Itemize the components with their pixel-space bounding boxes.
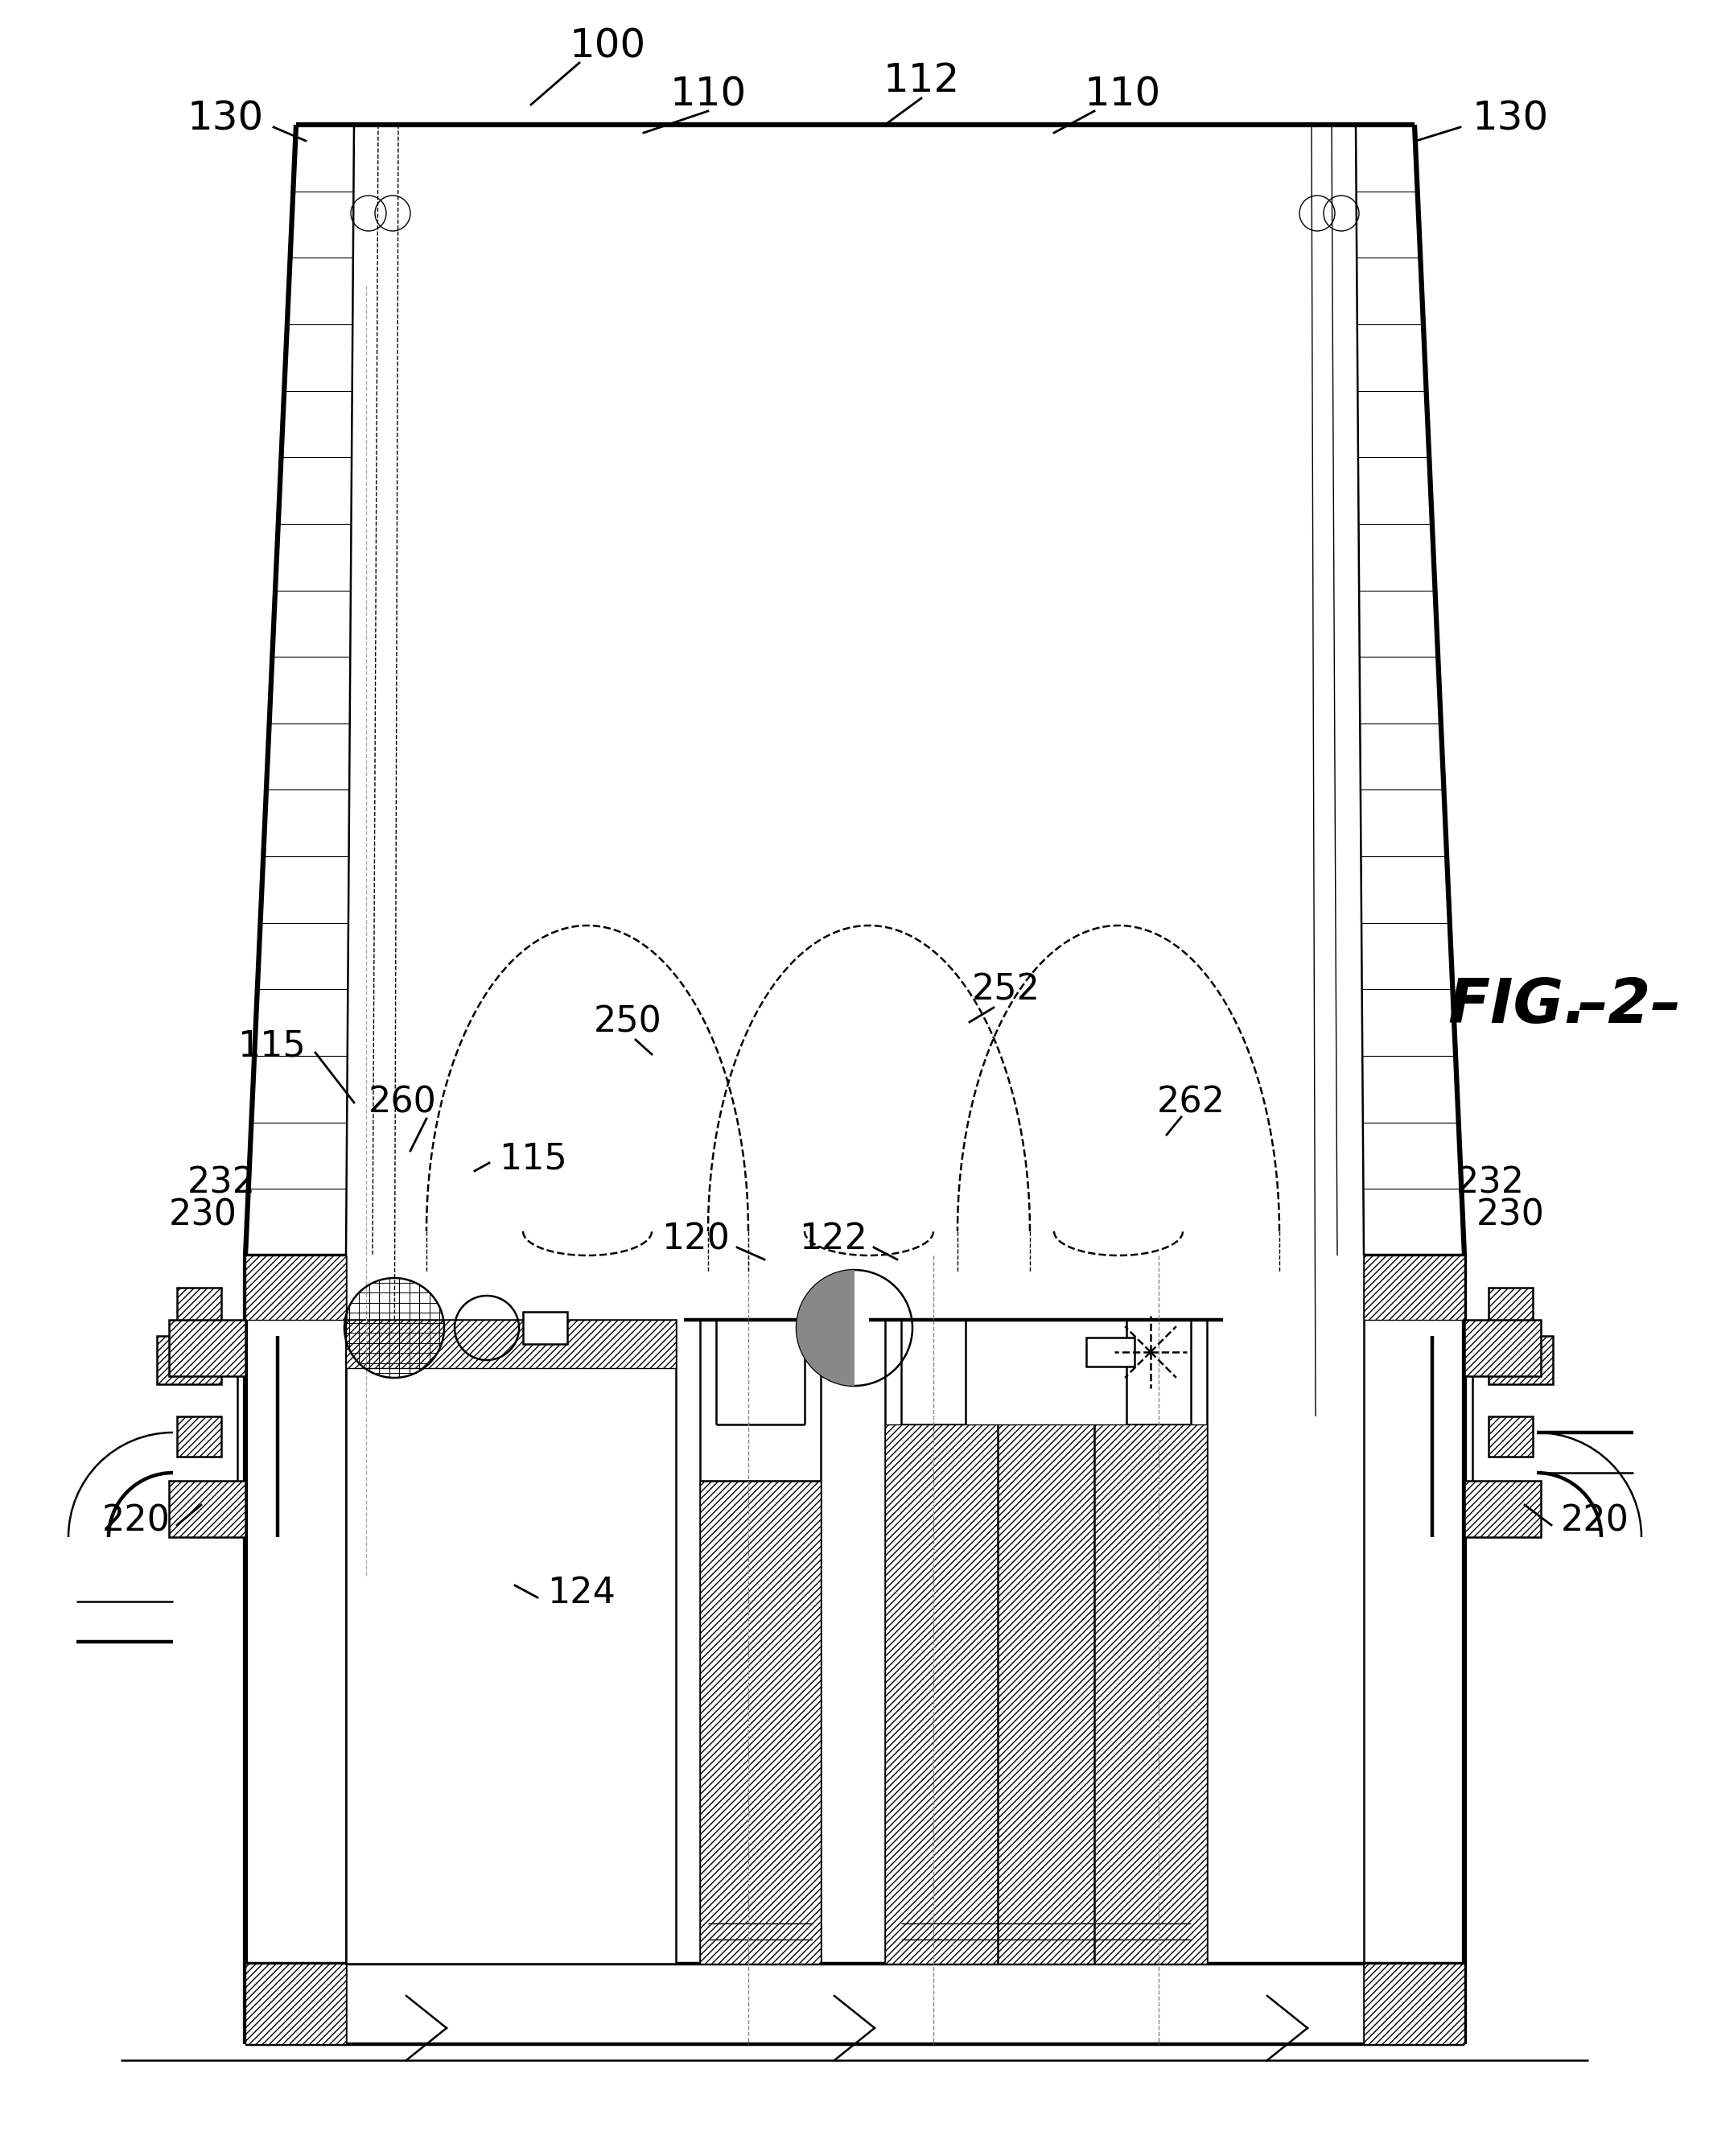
Bar — [345, 1319, 675, 1964]
Bar — [1489, 1416, 1533, 1457]
Bar — [1364, 1964, 1465, 2044]
Text: 112: 112 — [884, 60, 959, 99]
Bar — [246, 1964, 345, 2044]
Bar — [246, 1255, 345, 1319]
Bar — [1364, 1255, 1465, 1319]
Bar — [1465, 1481, 1542, 1537]
Text: 230: 230 — [1477, 1199, 1545, 1233]
Bar — [1087, 1337, 1135, 1367]
Bar — [523, 1311, 567, 1343]
Bar — [1489, 1287, 1533, 1337]
Text: 130: 130 — [1473, 99, 1548, 138]
Text: 220: 220 — [1560, 1503, 1629, 1539]
Bar — [345, 1319, 675, 1369]
Text: 120: 120 — [661, 1222, 730, 1257]
Text: 250: 250 — [593, 1005, 661, 1039]
Bar — [701, 1481, 820, 1964]
Text: 232: 232 — [188, 1166, 256, 1201]
Bar — [178, 1416, 220, 1457]
Text: 110: 110 — [670, 75, 747, 114]
Text: 100: 100 — [569, 28, 646, 67]
Bar — [1489, 1337, 1553, 1384]
Polygon shape — [796, 1270, 854, 1386]
Bar — [178, 1287, 220, 1337]
Bar — [169, 1481, 246, 1537]
Text: 115: 115 — [499, 1141, 567, 1177]
Text: 232: 232 — [1456, 1166, 1524, 1201]
Text: FIG.: FIG. — [1448, 977, 1608, 1035]
Text: 260: 260 — [367, 1084, 436, 1119]
Bar — [885, 1425, 1207, 1964]
Text: 122: 122 — [800, 1222, 868, 1257]
Bar — [157, 1337, 220, 1384]
Text: 230: 230 — [169, 1199, 238, 1233]
Text: 252: 252 — [972, 972, 1041, 1007]
Text: 115: 115 — [238, 1028, 306, 1063]
Text: 110: 110 — [1084, 75, 1160, 114]
Text: 220: 220 — [103, 1503, 171, 1539]
Text: –2–: –2– — [1577, 977, 1682, 1035]
Bar — [169, 1319, 246, 1376]
Text: 124: 124 — [547, 1576, 615, 1611]
Bar — [1465, 1319, 1542, 1376]
Text: 262: 262 — [1157, 1084, 1225, 1119]
Text: 130: 130 — [188, 99, 263, 138]
